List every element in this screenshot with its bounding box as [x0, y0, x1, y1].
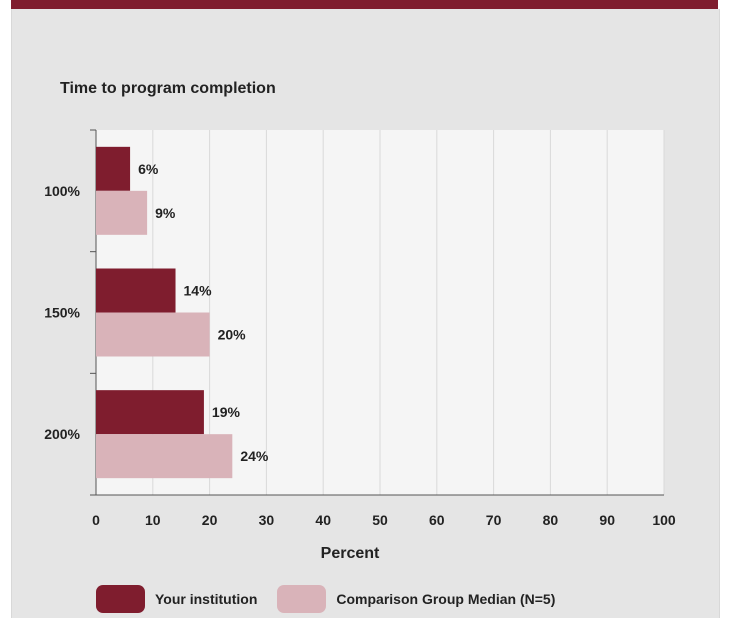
x-tick-label: 50 — [372, 512, 388, 528]
chart-title: Time to program completion — [60, 80, 276, 97]
x-tick-label: 0 — [92, 512, 100, 528]
bar-data-label: 14% — [184, 283, 213, 299]
bar-data-label: 9% — [155, 205, 176, 221]
legend-item-comparison-group[interactable]: Comparison Group Median (N=5) — [277, 585, 555, 613]
legend-label-comparison-group: Comparison Group Median (N=5) — [336, 591, 556, 607]
legend-item-your-institution[interactable]: Your institution — [96, 585, 257, 613]
bar-your-institution — [96, 390, 204, 435]
header-accent-bar — [11, 0, 718, 9]
y-category-label: 200% — [44, 426, 80, 442]
legend-swatch-comparison-group — [277, 585, 327, 613]
x-tick-label: 10 — [145, 512, 161, 528]
bar-comparison-group — [96, 434, 233, 479]
x-tick-label: 40 — [315, 512, 331, 528]
bar-data-label: 20% — [218, 327, 247, 343]
x-axis-title: Percent — [321, 545, 380, 562]
y-category-label: 150% — [44, 305, 80, 321]
bar-comparison-group — [96, 190, 148, 235]
bar-comparison-group — [96, 312, 210, 357]
bar-your-institution — [96, 146, 131, 191]
x-tick-label: 100 — [652, 512, 676, 528]
x-tick-label: 80 — [543, 512, 559, 528]
x-tick-label: 20 — [202, 512, 218, 528]
chart-legend: Your institution Comparison Group Median… — [96, 585, 575, 613]
x-tick-label: 90 — [599, 512, 615, 528]
x-tick-label: 70 — [486, 512, 502, 528]
bar-data-label: 6% — [138, 161, 159, 177]
x-tick-label: 60 — [429, 512, 445, 528]
bar-data-label: 19% — [212, 404, 241, 420]
bar-data-label: 24% — [240, 448, 269, 464]
legend-swatch-your-institution — [96, 585, 145, 613]
y-category-label: 100% — [44, 183, 80, 199]
bar-your-institution — [96, 268, 176, 313]
legend-label-your-institution: Your institution — [155, 591, 258, 607]
x-tick-label: 30 — [259, 512, 275, 528]
